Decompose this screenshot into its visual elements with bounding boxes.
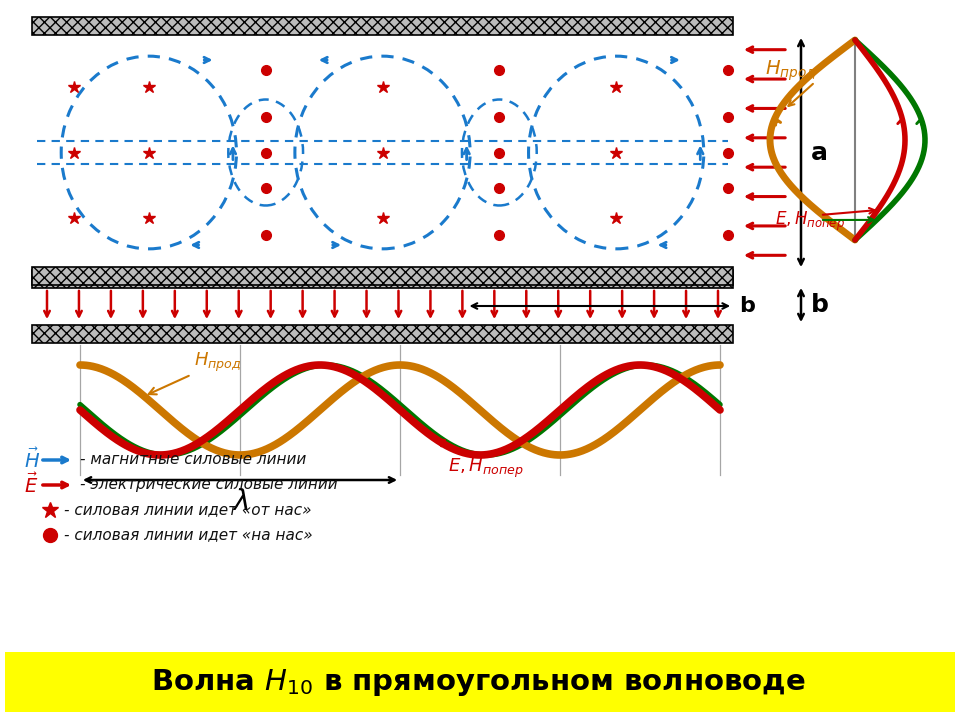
Bar: [32, 267, 733, 285]
Text: $\vec{E}$: $\vec{E}$: [24, 473, 38, 497]
Bar: [32, 17, 733, 35]
Bar: [5, 652, 955, 712]
Bar: [32, 270, 733, 288]
Text: $H_{прод}$: $H_{прод}$: [765, 59, 816, 84]
Text: - силовая линии идет «от нас»: - силовая линии идет «от нас»: [64, 503, 311, 518]
Text: $H_{прод}$: $H_{прод}$: [149, 351, 242, 395]
Text: $E,H_{попер}$: $E,H_{попер}$: [437, 439, 523, 480]
Text: $\vec{H}$: $\vec{H}$: [24, 448, 40, 472]
Text: Волна $\mathit{H}_{10}$ в прямоугольном волноводе: Волна $\mathit{H}_{10}$ в прямоугольном …: [151, 667, 805, 698]
Text: b: b: [739, 296, 755, 316]
Text: a: a: [811, 140, 828, 164]
Text: - силовая линии идет «на нас»: - силовая линии идет «на нас»: [64, 528, 313, 542]
Text: - электрические силовые линии: - электрические силовые линии: [80, 477, 338, 492]
Text: $\lambda$: $\lambda$: [231, 488, 249, 516]
Text: b: b: [811, 293, 828, 317]
Text: $E, H_{попер}$: $E, H_{попер}$: [775, 210, 845, 233]
Bar: [32, 325, 733, 343]
Text: - магнитные силовые линии: - магнитные силовые линии: [80, 452, 306, 467]
